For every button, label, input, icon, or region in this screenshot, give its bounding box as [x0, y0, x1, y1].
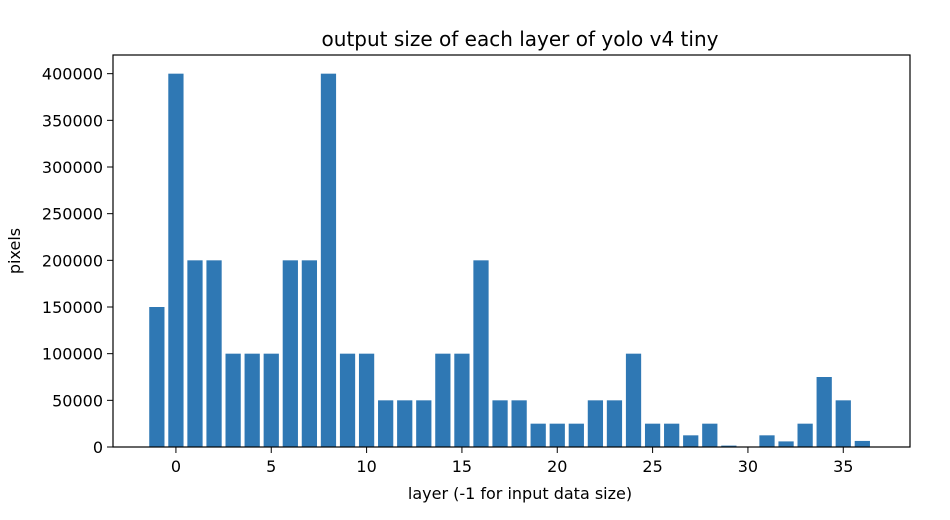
- bar-layer--1: [149, 307, 165, 447]
- x-axis-label: layer (-1 for input data size): [408, 484, 632, 503]
- bar-layer-2: [206, 260, 222, 447]
- y-axis-label: pixels: [5, 228, 24, 274]
- bar-layer-26: [664, 423, 680, 447]
- bar-layer-22: [587, 400, 604, 447]
- y-tick-label: 0: [93, 438, 103, 457]
- bar-layer-23: [606, 400, 623, 447]
- bar-layer-34: [816, 377, 832, 447]
- x-tick-label: 35: [833, 457, 853, 476]
- bar-layer-5: [263, 353, 279, 447]
- bar-layer-20: [549, 423, 565, 447]
- bar-layer-4: [244, 353, 260, 447]
- bar-layer-28: [702, 423, 718, 447]
- bar-layer-33: [797, 423, 813, 447]
- y-tick-label: 50000: [52, 391, 103, 410]
- bar-layer-7: [301, 260, 318, 447]
- bar-layer-25: [644, 423, 661, 447]
- bar-layer-27: [683, 435, 699, 447]
- bar-layer-32: [778, 441, 794, 447]
- chart-title: output size of each layer of yolo v4 tin…: [322, 27, 719, 51]
- bar-layer-3: [225, 353, 241, 447]
- x-tick-label: 25: [642, 457, 662, 476]
- y-tick-label: 250000: [42, 205, 103, 224]
- bar-layer-1: [187, 260, 203, 447]
- x-tick-label: 15: [452, 457, 472, 476]
- bar-layer-6: [282, 260, 298, 447]
- y-axis: 0 50000 100000 150000 200000 250000 300000 3500…: [42, 65, 113, 457]
- bar-layer-35: [835, 400, 851, 447]
- x-tick-label: 20: [547, 457, 567, 476]
- bar-layer-17: [492, 400, 508, 447]
- bar-layer-24: [625, 353, 642, 447]
- bars-group: [149, 73, 870, 448]
- bar-layer-31: [759, 435, 775, 447]
- bar-layer-36: [854, 440, 870, 447]
- bar-layer-16: [473, 260, 489, 447]
- y-tick-label: 150000: [42, 298, 103, 317]
- bar-layer-19: [530, 423, 546, 447]
- x-tick-label: 0: [171, 457, 181, 476]
- bar-layer-18: [511, 400, 527, 447]
- bar-layer-21: [568, 423, 584, 447]
- y-tick-label: 350000: [42, 111, 103, 130]
- y-tick-label: 400000: [42, 65, 103, 84]
- bar-layer-11: [378, 400, 394, 447]
- bar-layer-15: [454, 353, 470, 447]
- x-tick-label: 30: [738, 457, 758, 476]
- bar-layer-13: [416, 400, 432, 447]
- x-tick-label: 5: [266, 457, 276, 476]
- bar-layer-0: [168, 73, 184, 448]
- bar-layer-9: [339, 353, 356, 447]
- y-tick-label: 200000: [42, 251, 103, 270]
- bar-layer-29: [721, 445, 737, 447]
- bar-layer-10: [358, 353, 375, 447]
- plot-frame: [112, 54, 911, 448]
- bar-layer-12: [397, 400, 413, 447]
- y-tick-label: 100000: [42, 345, 103, 364]
- bar-layer-14: [435, 353, 451, 447]
- x-tick-label: 10: [356, 457, 376, 476]
- y-tick-label: 300000: [42, 158, 103, 177]
- x-axis: 0 5 10 15 20 25 30 35: [171, 447, 853, 476]
- bar-layer-8: [320, 73, 337, 448]
